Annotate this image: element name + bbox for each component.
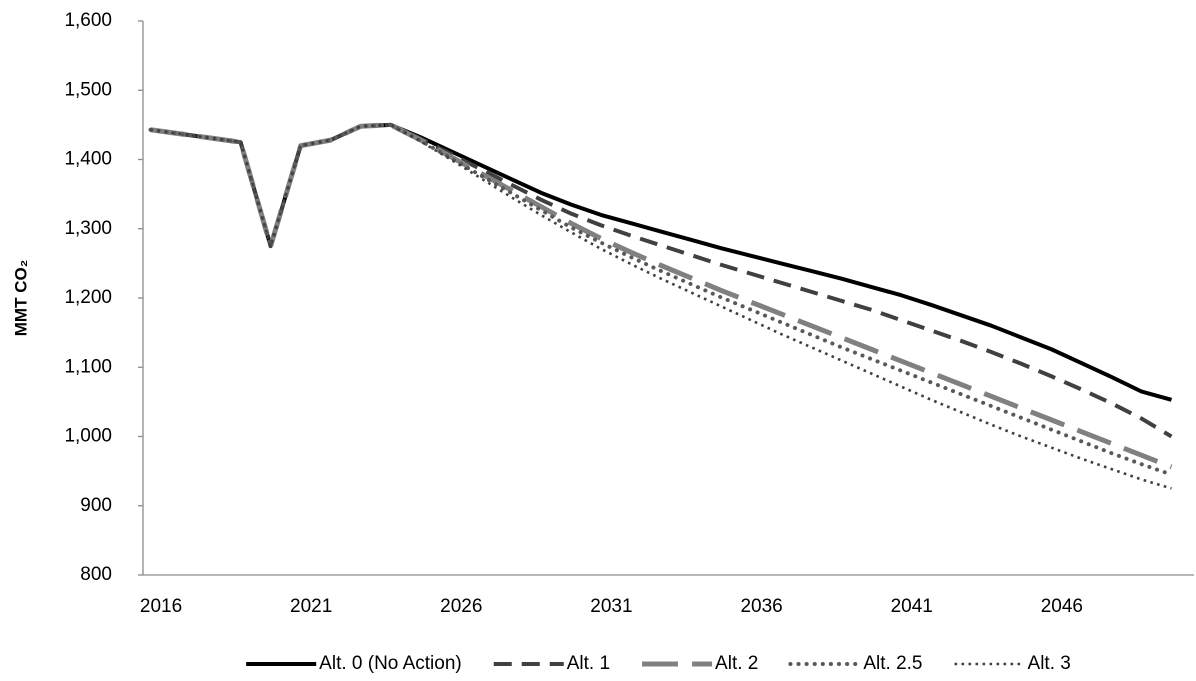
series-line xyxy=(150,122,1173,439)
y-tick-label: 1,200 xyxy=(64,287,112,308)
x-tick-label: 2036 xyxy=(740,596,782,617)
x-tick-label: 2026 xyxy=(440,596,482,617)
series-line xyxy=(148,122,1174,477)
legend-label: Alt. 2.5 xyxy=(863,653,922,674)
legend: Alt. 0 (No Action) Alt. 1 Alt. 2 Alt. 2.5 Al… xyxy=(246,653,1071,674)
legend-label: Alt. 2 xyxy=(715,653,758,674)
legend-item: Alt. 3 xyxy=(954,653,1071,674)
series-line xyxy=(150,123,1172,490)
y-tick-label: 1,000 xyxy=(64,426,112,447)
y-tick-label: 1,500 xyxy=(64,79,112,100)
legend-item: Alt. 2.5 xyxy=(788,653,923,674)
legend-label: Alt. 3 xyxy=(1028,653,1071,674)
legend-item: Alt. 2 xyxy=(642,653,758,674)
x-tick-label: 2031 xyxy=(590,596,632,617)
series-line xyxy=(150,122,1173,470)
series-line xyxy=(150,122,1173,402)
legend-item: Alt. 0 (No Action) xyxy=(246,653,462,674)
x-tick-label: 2041 xyxy=(891,596,933,617)
x-tick-label: 2046 xyxy=(1041,596,1083,617)
x-tick-label: 2016 xyxy=(140,596,182,617)
y-tick-label: 900 xyxy=(80,495,112,516)
y-tick-label: 1,300 xyxy=(64,218,112,239)
x-tick-label: 2021 xyxy=(290,596,332,617)
y-axis-label: MMT CO₂ xyxy=(11,260,30,336)
legend-label: Alt. 1 xyxy=(567,653,610,674)
legend-label: Alt. 0 (No Action) xyxy=(319,653,462,674)
legend-item: Alt. 1 xyxy=(493,653,610,674)
y-tick-label: 1,100 xyxy=(64,356,112,377)
y-tick-label: 1,600 xyxy=(64,10,112,31)
y-tick-label: 1,400 xyxy=(64,149,112,170)
y-tick-label: 800 xyxy=(80,564,112,585)
